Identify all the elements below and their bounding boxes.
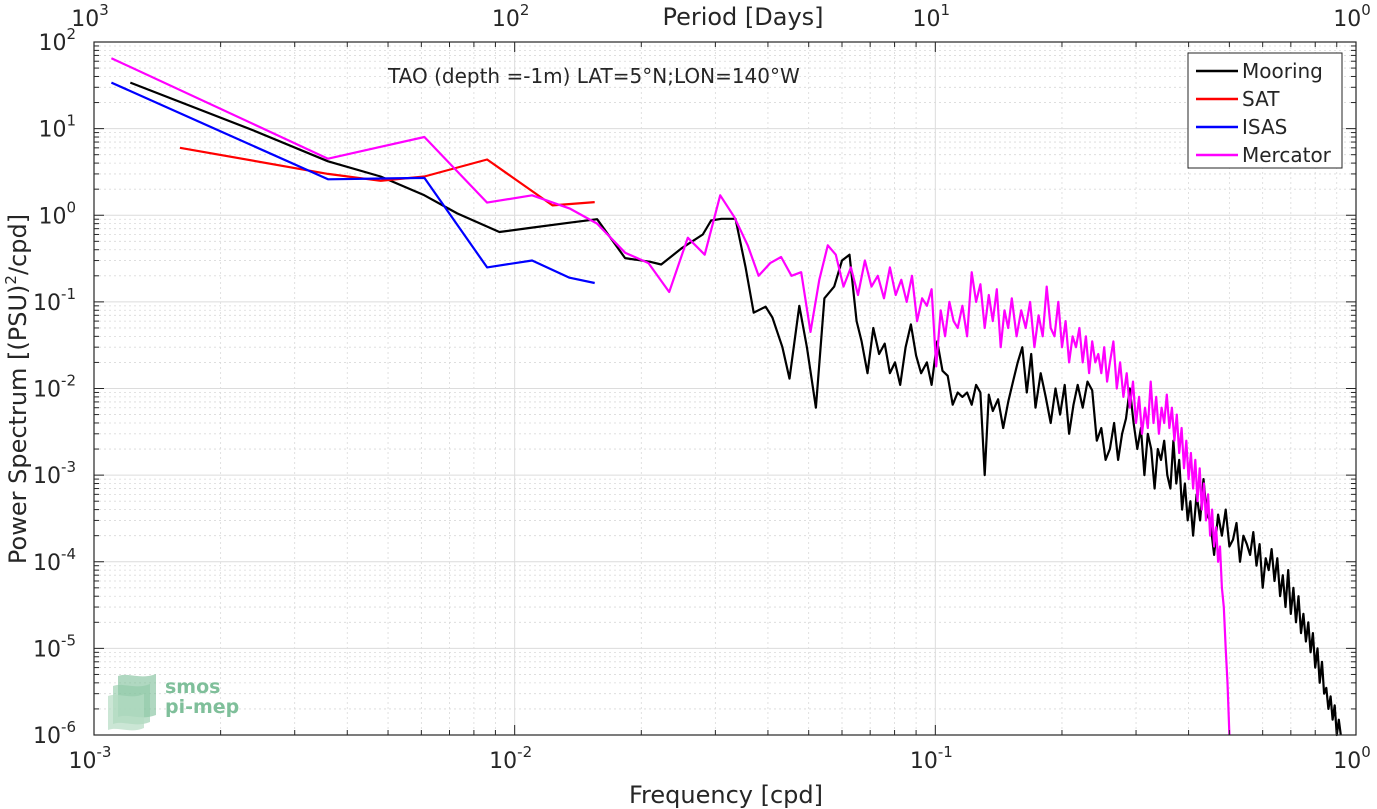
- y-tick-label: 10-4: [33, 545, 76, 576]
- series-layer: [110, 57, 1342, 737]
- y-tick-label: 10-5: [33, 631, 76, 662]
- y-tick-label: 100: [38, 198, 76, 229]
- series-line-isas: [110, 81, 595, 285]
- top-tick-label: 100: [1333, 1, 1371, 32]
- series-line-sat: [179, 146, 595, 207]
- top-tick-label: 102: [492, 1, 530, 32]
- top-tick-labels: 103 102 101 100: [71, 1, 1371, 32]
- top-tick-label: 101: [913, 1, 951, 32]
- y-tick-label: 101: [38, 112, 76, 143]
- x-axis-label: Frequency [cpd]: [629, 781, 823, 809]
- major-grid: [93, 41, 1357, 736]
- legend-label-isas: ISAS: [1242, 115, 1287, 139]
- x-tick-labels: 10-3 10-2 10-1 100: [69, 743, 1371, 774]
- top-axis-label: Period [Days]: [662, 3, 823, 31]
- legend-label-mooring: Mooring: [1242, 59, 1323, 83]
- y-tick-label: 10-1: [33, 285, 76, 316]
- y-tick-label: 10-3: [33, 458, 76, 489]
- series-line-mercator: [110, 57, 1231, 736]
- legend: Mooring SAT ISAS Mercator: [1187, 52, 1343, 169]
- y-tick-labels: 10-6 10-5 10-4 10-3 10-2 10-1 100 101 102: [33, 25, 76, 749]
- smos-pi-mep-logo: smos pi-mep: [108, 674, 239, 731]
- legend-label-sat: SAT: [1242, 87, 1280, 111]
- logo-text-pimep: pi-mep: [165, 696, 239, 718]
- tick-marks: [93, 41, 1357, 736]
- x-tick-label: 10-3: [69, 743, 112, 774]
- y-tick-label: 10-2: [33, 372, 76, 403]
- y-axis-label: Power Spectrum [(PSU)2/cpd]: [2, 214, 32, 564]
- logo-wave-front: [108, 694, 144, 731]
- chart-title: TAO (depth =-1m) LAT=5°N;LON=140°W: [387, 64, 800, 88]
- series-line-mooring: [129, 81, 1342, 737]
- top-tick-label: 103: [71, 1, 109, 32]
- x-tick-label: 100: [1333, 743, 1371, 774]
- y-tick-label: 102: [38, 25, 76, 56]
- legend-label-mercator: Mercator: [1242, 143, 1332, 167]
- x-tick-label: 10-2: [489, 743, 532, 774]
- x-tick-label: 10-1: [910, 743, 953, 774]
- y-tick-label: 10-6: [33, 718, 76, 749]
- logo-text-smos: smos: [165, 676, 220, 698]
